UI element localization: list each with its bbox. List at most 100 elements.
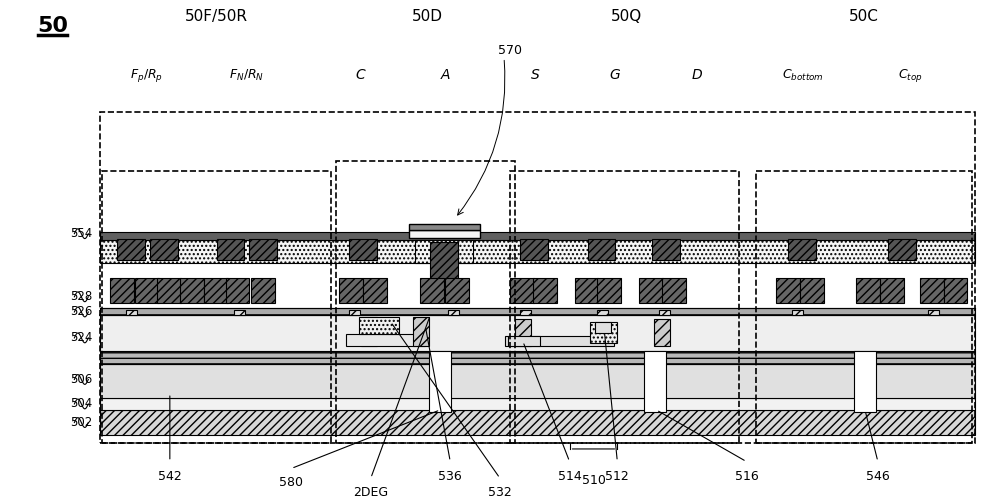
Text: 532: 532: [488, 486, 512, 499]
Bar: [639, 278, 663, 303]
Text: 554: 554: [70, 227, 92, 240]
Bar: [359, 317, 399, 335]
Bar: [234, 310, 245, 315]
Bar: [413, 317, 429, 346]
Bar: [100, 112, 975, 443]
Bar: [363, 278, 387, 303]
Text: 516: 516: [735, 470, 758, 482]
Bar: [792, 310, 803, 315]
Bar: [100, 351, 975, 364]
Bar: [409, 224, 480, 230]
Bar: [150, 238, 178, 260]
Bar: [533, 278, 557, 303]
Text: A: A: [441, 68, 450, 82]
Text: 542: 542: [158, 470, 182, 482]
Text: 504: 504: [70, 398, 92, 410]
Bar: [944, 278, 967, 303]
Bar: [588, 238, 615, 260]
Bar: [415, 239, 473, 263]
Bar: [880, 278, 904, 303]
Bar: [336, 161, 515, 443]
Text: C: C: [356, 68, 366, 82]
Bar: [652, 238, 680, 260]
Bar: [654, 319, 670, 346]
Bar: [662, 278, 686, 303]
Bar: [100, 410, 975, 435]
Text: 50D: 50D: [412, 9, 443, 24]
Bar: [100, 308, 975, 315]
Bar: [788, 238, 816, 260]
Bar: [409, 230, 480, 237]
Bar: [429, 351, 451, 412]
Bar: [204, 278, 228, 303]
Text: 50Q: 50Q: [611, 9, 642, 24]
Bar: [361, 317, 377, 346]
Bar: [595, 322, 611, 334]
Text: 570: 570: [498, 44, 522, 57]
Bar: [100, 398, 975, 410]
Bar: [888, 238, 916, 260]
Text: 536: 536: [438, 470, 462, 482]
Text: 580: 580: [279, 476, 303, 489]
Text: 502: 502: [70, 416, 92, 429]
Bar: [100, 232, 975, 239]
Bar: [180, 278, 204, 303]
Bar: [776, 278, 800, 303]
Bar: [100, 364, 975, 398]
Bar: [659, 310, 670, 315]
Bar: [928, 310, 939, 315]
Text: D: D: [692, 68, 702, 82]
Bar: [226, 278, 249, 303]
Bar: [100, 315, 975, 351]
Bar: [597, 310, 608, 315]
Text: $F_p/R_p$: $F_p/R_p$: [130, 67, 164, 84]
Bar: [117, 238, 145, 260]
Text: 546: 546: [866, 470, 890, 482]
Text: 50C: 50C: [849, 9, 879, 24]
Text: 50: 50: [37, 16, 68, 36]
Bar: [339, 278, 363, 303]
Bar: [800, 278, 824, 303]
Bar: [505, 337, 614, 346]
Bar: [510, 278, 534, 303]
Text: 526: 526: [70, 305, 92, 319]
Text: 2DEG: 2DEG: [353, 486, 388, 499]
Bar: [110, 278, 134, 303]
Text: 524: 524: [70, 332, 92, 344]
Bar: [597, 278, 621, 303]
Text: 510: 510: [582, 474, 605, 487]
Bar: [349, 238, 377, 260]
Bar: [217, 238, 244, 260]
Bar: [249, 238, 277, 260]
Text: 506: 506: [70, 373, 92, 386]
Bar: [349, 310, 360, 315]
Bar: [100, 239, 975, 263]
Bar: [575, 278, 598, 303]
Bar: [346, 335, 425, 346]
Bar: [157, 278, 181, 303]
Text: 512: 512: [605, 470, 629, 482]
Bar: [644, 351, 666, 412]
Bar: [520, 238, 548, 260]
Text: G: G: [609, 68, 620, 82]
Bar: [510, 171, 739, 443]
Bar: [126, 310, 137, 315]
Bar: [920, 278, 944, 303]
Bar: [448, 310, 459, 315]
Bar: [135, 278, 159, 303]
Bar: [102, 171, 331, 443]
Bar: [251, 278, 275, 303]
Bar: [445, 278, 469, 303]
Bar: [420, 278, 444, 303]
Bar: [430, 241, 458, 281]
Bar: [515, 319, 531, 346]
Text: 50F/50R: 50F/50R: [185, 9, 248, 24]
Text: 528: 528: [70, 290, 92, 303]
Text: 514: 514: [558, 470, 581, 482]
Text: $C_{bottom}$: $C_{bottom}$: [782, 68, 824, 83]
Text: $F_N/R_N$: $F_N/R_N$: [229, 68, 264, 83]
Bar: [508, 337, 540, 346]
Bar: [756, 171, 972, 443]
Bar: [856, 278, 880, 303]
Text: $C_{top}$: $C_{top}$: [898, 67, 923, 84]
